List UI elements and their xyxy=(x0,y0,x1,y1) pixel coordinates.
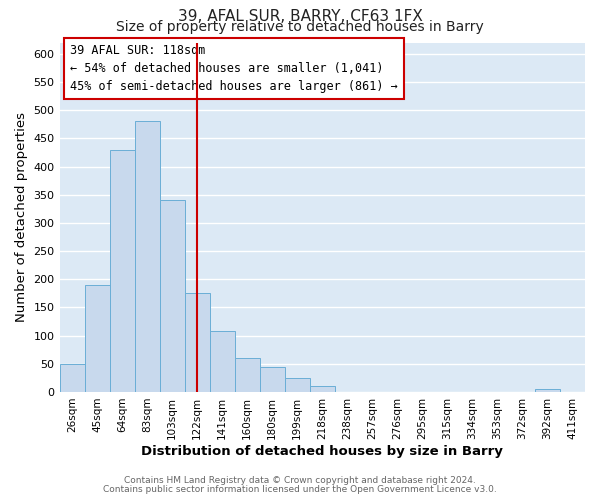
Text: 39 AFAL SUR: 118sqm
← 54% of detached houses are smaller (1,041)
45% of semi-det: 39 AFAL SUR: 118sqm ← 54% of detached ho… xyxy=(70,44,398,93)
Text: Contains public sector information licensed under the Open Government Licence v3: Contains public sector information licen… xyxy=(103,485,497,494)
Text: 39, AFAL SUR, BARRY, CF63 1FX: 39, AFAL SUR, BARRY, CF63 1FX xyxy=(178,9,422,24)
Bar xyxy=(235,358,260,392)
Text: Size of property relative to detached houses in Barry: Size of property relative to detached ho… xyxy=(116,20,484,34)
Bar xyxy=(85,285,110,392)
Y-axis label: Number of detached properties: Number of detached properties xyxy=(15,112,28,322)
Bar xyxy=(285,378,310,392)
Bar xyxy=(134,122,160,392)
Text: Contains HM Land Registry data © Crown copyright and database right 2024.: Contains HM Land Registry data © Crown c… xyxy=(124,476,476,485)
Bar xyxy=(260,367,285,392)
Bar xyxy=(160,200,185,392)
Bar xyxy=(185,294,209,392)
Bar xyxy=(59,364,85,392)
Bar xyxy=(110,150,134,392)
Bar xyxy=(310,386,335,392)
Bar xyxy=(209,331,235,392)
Bar xyxy=(535,389,560,392)
X-axis label: Distribution of detached houses by size in Barry: Distribution of detached houses by size … xyxy=(142,444,503,458)
